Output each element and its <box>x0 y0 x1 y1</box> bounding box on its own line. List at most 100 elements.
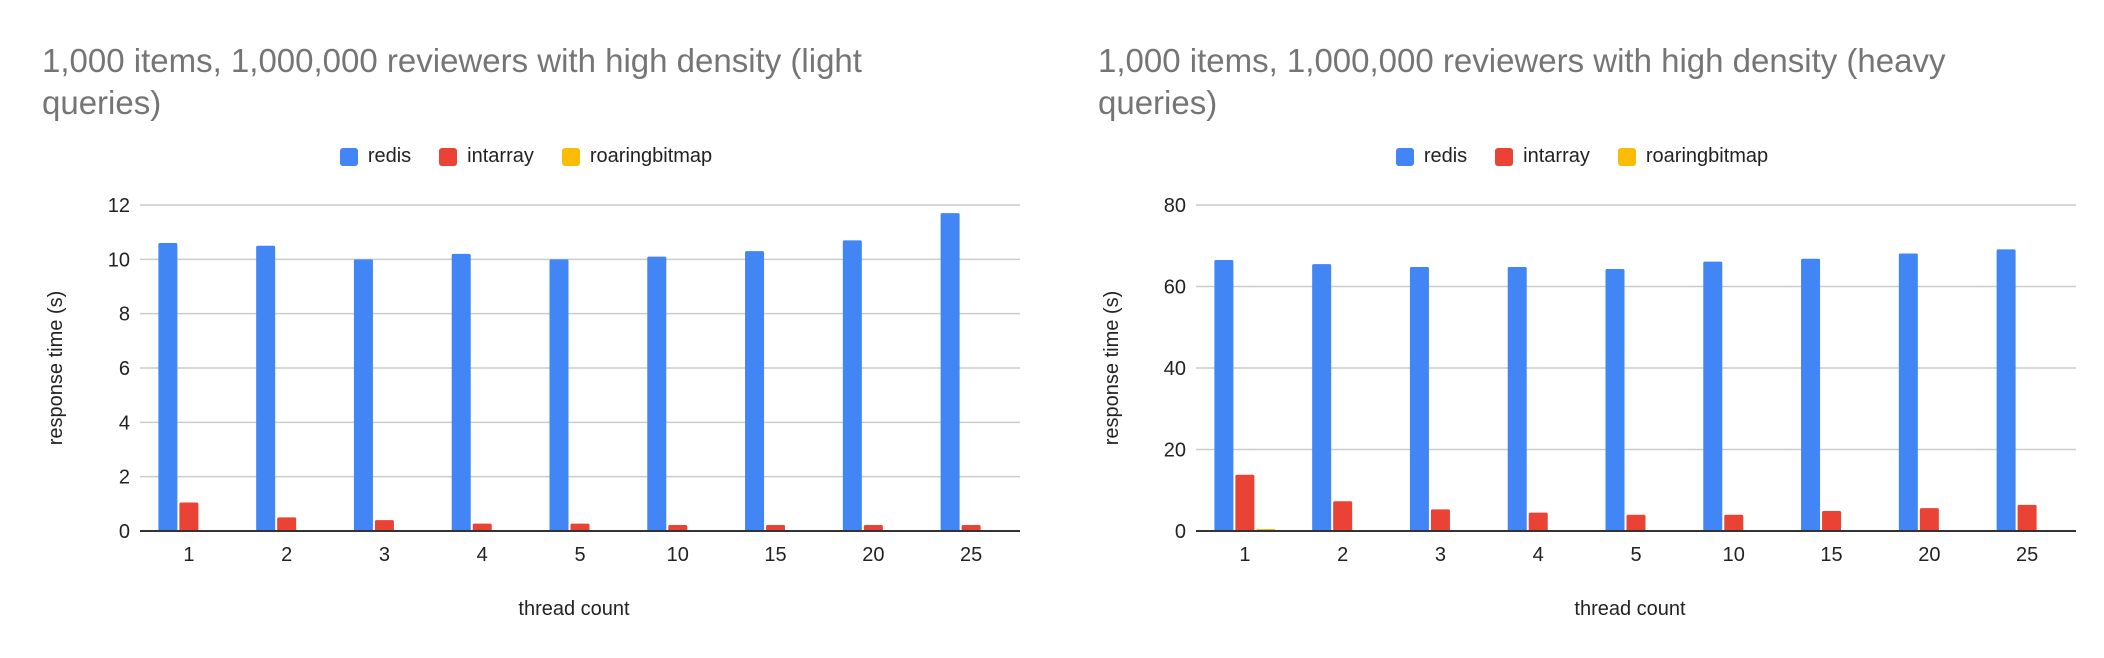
legend-swatch-roaringbitmap <box>561 147 580 166</box>
bar-redis-15 <box>745 251 765 531</box>
chart-title: 1,000 items, 1,000,000 reviewers with hi… <box>42 40 1002 124</box>
legend-swatch-redis <box>339 147 358 166</box>
x-tick-label: 20 <box>1918 544 1940 566</box>
x-tick-label: 15 <box>764 544 786 566</box>
legend-swatch-redis <box>1395 147 1414 166</box>
y-tick-label: 8 <box>119 304 130 326</box>
bar-intarray-10 <box>1724 514 1744 531</box>
legend-item-roaringbitmap: roaringbitmap <box>561 145 713 168</box>
bar-redis-4 <box>1507 266 1527 531</box>
bar-intarray-4 <box>1528 512 1548 531</box>
bar-redis-25 <box>1996 249 2016 532</box>
bar-redis-10 <box>1703 261 1723 531</box>
bar-redis-3 <box>353 259 373 531</box>
x-tick-label: 5 <box>574 544 585 566</box>
x-tick-label: 2 <box>1337 544 1348 566</box>
chart-title-line-2: queries) <box>42 84 162 121</box>
bar-redis-5 <box>549 259 569 531</box>
y-tick-label: 6 <box>119 358 130 380</box>
x-tick-label: 4 <box>477 544 488 566</box>
x-tick-label: 10 <box>667 544 689 566</box>
legend-label-intarray: intarray <box>1523 145 1590 167</box>
x-tick-label: 15 <box>1820 544 1842 566</box>
chart-title-line-1: 1,000 items, 1,000,000 reviewers with hi… <box>42 42 862 79</box>
x-tick-label: 10 <box>1723 544 1745 566</box>
y-tick-label: 0 <box>119 521 130 543</box>
chart-light-queries: 1,000 items, 1,000,000 reviewers with hi… <box>42 40 1020 620</box>
bar-intarray-4 <box>472 523 492 531</box>
bar-intarray-5 <box>570 523 590 531</box>
y-tick-label: 80 <box>1164 195 1186 217</box>
y-axis-title: response time (s) <box>1101 291 1123 446</box>
x-tick-label: 1 <box>1239 544 1250 566</box>
y-tick-label: 60 <box>1164 277 1186 299</box>
legend-item-redis: redis <box>339 145 412 168</box>
bar-intarray-10 <box>668 525 688 531</box>
y-tick-label: 0 <box>1175 521 1186 543</box>
bar-intarray-1 <box>1235 474 1255 531</box>
x-tick-label: 3 <box>1435 544 1446 566</box>
bar-redis-1 <box>158 243 178 532</box>
chart-title-line-2: queries) <box>1098 84 1218 121</box>
legend-swatch-roaringbitmap <box>1617 147 1636 166</box>
plot-area: 0 20 40 60 80 1 2 3 4 5 10 15 20 25 thread count respon… <box>1101 195 2076 620</box>
bar-intarray-15 <box>1822 511 1842 531</box>
bar-intarray-2 <box>1333 501 1353 531</box>
x-tick-label: 5 <box>1630 544 1641 566</box>
bar-redis-5 <box>1605 268 1625 531</box>
legend-label-roaringbitmap: roaringbitmap <box>1645 145 1769 167</box>
y-tick-label: 4 <box>119 412 130 434</box>
bar-intarray-3 <box>1430 509 1450 531</box>
y-tick-label: 12 <box>108 195 130 217</box>
bar-intarray-20 <box>1919 508 1939 531</box>
bar-redis-1 <box>1214 260 1234 531</box>
legend-item-redis: redis <box>1395 145 1468 168</box>
bar-redis-25 <box>940 213 960 531</box>
x-tick-label: 3 <box>379 544 390 566</box>
x-axis-title: thread count <box>518 598 630 620</box>
y-tick-label: 2 <box>119 467 130 489</box>
chart-title: 1,000 items, 1,000,000 reviewers with hi… <box>1098 40 2058 124</box>
legend-item-intarray: intarray <box>439 145 534 168</box>
bar-redis-15 <box>1801 258 1821 531</box>
legend-label-intarray: intarray <box>467 145 534 167</box>
bar-redis-20 <box>842 240 862 532</box>
y-tick-label: 40 <box>1164 358 1186 380</box>
legend-label-redis: redis <box>367 145 412 167</box>
bar-redis-2 <box>256 245 276 531</box>
bar-intarray-5 <box>1626 514 1646 531</box>
bar-redis-2 <box>1312 264 1332 531</box>
bar-intarray-1 <box>179 502 199 531</box>
legend-swatch-intarray <box>439 147 458 166</box>
legend-item-intarray: intarray <box>1495 145 1590 168</box>
bar-intarray-25 <box>961 525 981 531</box>
x-tick-label: 20 <box>862 544 884 566</box>
y-axis-title: response time (s) <box>45 291 67 446</box>
legend: redis intarray roaringbitmap <box>1056 145 2104 168</box>
bar-redis-4 <box>451 253 471 531</box>
bar-redis-3 <box>1409 266 1429 531</box>
x-tick-label: 1 <box>183 544 194 566</box>
bar-intarray-15 <box>766 525 786 531</box>
legend-label-redis: redis <box>1423 145 1468 167</box>
y-tick-label: 20 <box>1164 440 1186 462</box>
y-tick-label: 10 <box>108 249 130 271</box>
x-tick-label: 2 <box>281 544 292 566</box>
bar-intarray-20 <box>863 525 883 531</box>
chart-title-line-1: 1,000 items, 1,000,000 reviewers with hi… <box>1098 42 1946 79</box>
bar-intarray-3 <box>374 520 394 531</box>
legend-label-roaringbitmap: roaringbitmap <box>589 145 713 167</box>
chart-heavy-queries: 1,000 items, 1,000,000 reviewers with hi… <box>1056 0 2104 658</box>
x-tick-label: 25 <box>2016 544 2038 566</box>
legend-item-roaringbitmap: roaringbitmap <box>1617 145 1769 168</box>
x-axis-title: thread count <box>1574 598 1686 620</box>
bar-redis-20 <box>1898 253 1918 531</box>
x-tick-label: 4 <box>1533 544 1544 566</box>
bar-redis-10 <box>647 256 667 531</box>
x-tick-label: 25 <box>960 544 982 566</box>
bar-intarray-25 <box>2017 504 2037 531</box>
legend-swatch-intarray <box>1495 147 1514 166</box>
bar-intarray-2 <box>277 517 297 531</box>
